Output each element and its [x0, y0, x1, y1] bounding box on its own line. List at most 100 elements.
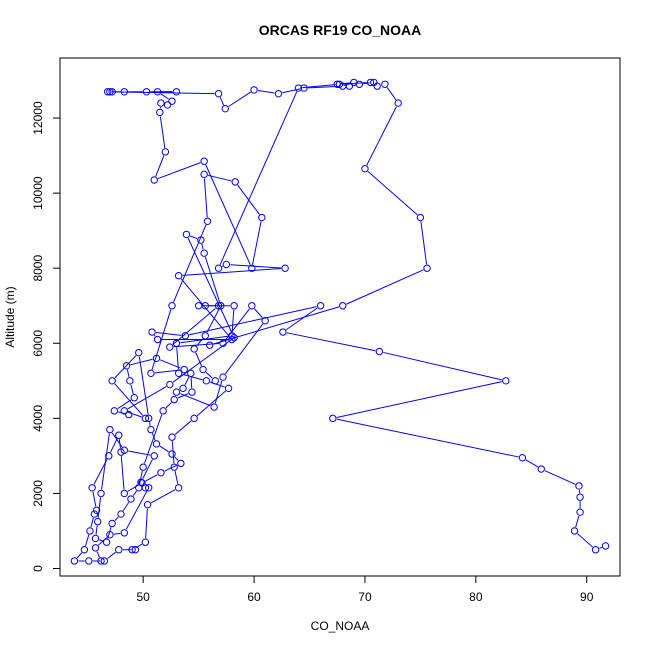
series-line-segment [76, 552, 83, 559]
y-axis-label: Altitude (m) [3, 286, 17, 347]
series-line-segment [230, 264, 282, 269]
series-line-segment [172, 307, 216, 345]
series-line-segment [174, 420, 192, 435]
series-line-segment [207, 174, 232, 182]
data-point [105, 452, 113, 460]
series-line-segment [225, 308, 250, 341]
data-point [122, 362, 131, 370]
data-point [166, 343, 174, 351]
data-point [502, 377, 510, 385]
data-point [138, 479, 146, 487]
series-line-segment [367, 170, 418, 216]
series-line-segment [132, 490, 137, 497]
data-point [120, 446, 129, 454]
series-line-segment [114, 383, 144, 416]
data-point [97, 557, 105, 565]
series-line-segment [204, 256, 221, 303]
data-point [139, 463, 147, 471]
series-line-segment [154, 369, 181, 374]
data-point [188, 388, 196, 396]
data-point [576, 493, 584, 501]
data-point [141, 538, 150, 546]
series-line-segment [177, 393, 189, 399]
data-point [316, 302, 325, 310]
y-tick-label: 0 [31, 565, 45, 572]
data-point [126, 377, 134, 385]
data-point [250, 86, 258, 94]
series-line-segment [205, 164, 251, 265]
series-line-segment [107, 551, 116, 559]
series-line-segment [111, 432, 123, 448]
data-point [231, 178, 239, 186]
series-line-segment [179, 393, 211, 407]
data-point [170, 463, 178, 471]
data-point [224, 384, 233, 393]
series-line-segment [95, 525, 98, 535]
series-line-segment [180, 335, 228, 344]
data-point [150, 452, 158, 460]
data-point [115, 431, 123, 439]
series-line-segment [386, 87, 397, 101]
series-line-segment [346, 269, 424, 305]
series-line-segment [122, 502, 130, 512]
series-line-segment [126, 369, 130, 378]
data-point [219, 339, 227, 347]
x-axis-label: CO_NOAA [311, 619, 370, 633]
series-line-segment [182, 267, 282, 276]
data-point [261, 317, 269, 325]
data-point [200, 157, 208, 165]
series-line-segment [225, 323, 264, 375]
series-line-segment [157, 162, 201, 180]
x-tick-label: 80 [469, 590, 483, 604]
data-point [163, 101, 172, 109]
series-line-segment [237, 184, 260, 215]
data-point [152, 354, 161, 362]
series-line-segment [99, 539, 103, 542]
series-line-segment [92, 491, 97, 507]
series-line-segment [190, 377, 193, 389]
x-tick-label: 50 [136, 590, 150, 604]
data-point [168, 450, 176, 458]
series-line-segment [127, 411, 142, 418]
y-tick-label: 8000 [31, 255, 45, 282]
data-point [70, 557, 79, 565]
data-point [182, 230, 191, 239]
data-point [373, 82, 381, 90]
data-point [80, 546, 89, 554]
data-point [106, 88, 114, 96]
data-point [394, 99, 402, 107]
series-line-segment [128, 450, 151, 456]
series-1 [148, 78, 610, 554]
data-point [147, 425, 155, 434]
series-line-segment [155, 155, 165, 177]
data-point [172, 88, 181, 96]
data-point [135, 348, 143, 357]
data-point [108, 519, 116, 528]
series-line-segment [285, 307, 318, 331]
data-point [361, 165, 369, 173]
series-line-segment [111, 91, 215, 95]
data-point [141, 414, 150, 423]
plot-area [70, 78, 610, 565]
series-line-segment [206, 309, 220, 333]
data-point [172, 388, 181, 396]
data-point [222, 260, 231, 269]
data-point [108, 377, 116, 385]
data-point [202, 377, 211, 385]
data-point [203, 217, 212, 225]
data-point [258, 213, 266, 222]
data-point [120, 529, 129, 537]
data-point [181, 332, 190, 340]
data-point [91, 544, 100, 552]
data-point [127, 495, 135, 503]
data-point [135, 484, 143, 492]
data-point [366, 78, 375, 87]
series-line-segment [176, 347, 179, 370]
series-line-segment [336, 381, 502, 418]
series-line-segment [189, 306, 317, 336]
series-line-segment [201, 243, 204, 250]
data-point [190, 414, 198, 423]
x-axis: 50 60 70 80 90 [136, 575, 594, 604]
data-point [153, 335, 162, 344]
data-point [576, 508, 584, 516]
